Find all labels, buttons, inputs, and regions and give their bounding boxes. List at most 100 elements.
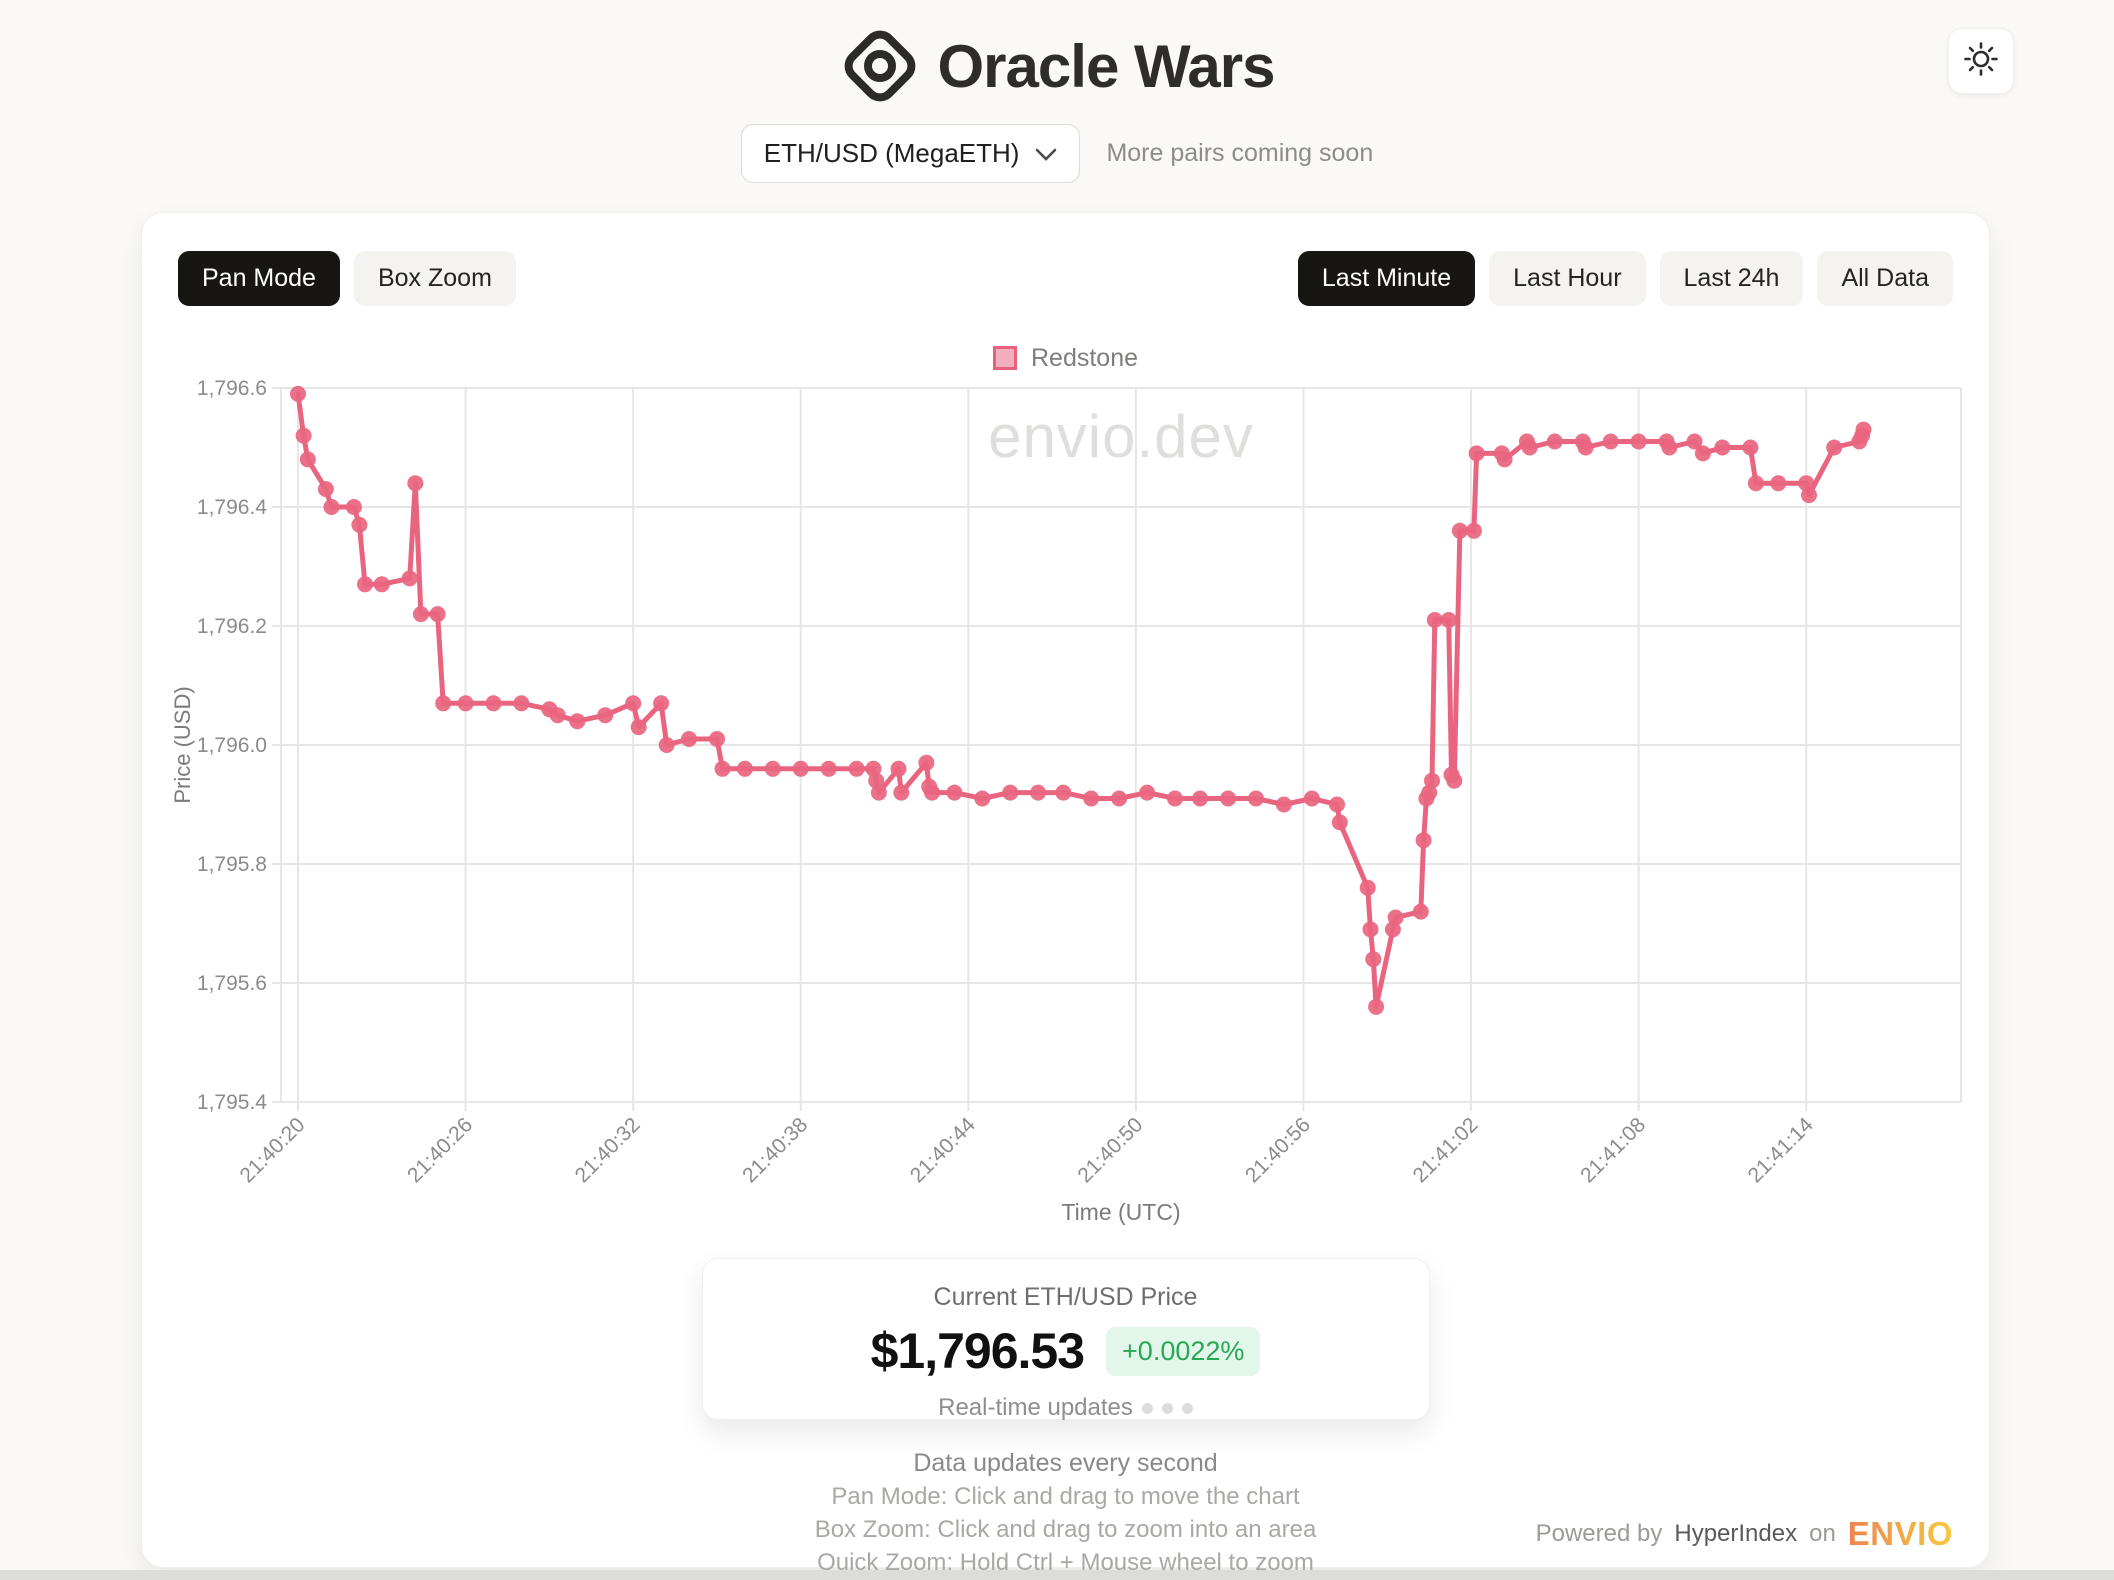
data-point[interactable] <box>681 731 697 747</box>
data-point[interactable] <box>1661 439 1678 456</box>
legend-swatch-redstone[interactable] <box>992 346 1017 370</box>
data-point[interactable] <box>1359 879 1376 896</box>
data-point[interactable] <box>820 760 837 777</box>
box-zoom-button[interactable]: Box Zoom <box>353 251 516 306</box>
data-point[interactable] <box>870 784 887 801</box>
data-point[interactable] <box>290 385 306 402</box>
data-point[interactable] <box>1801 487 1817 504</box>
data-point[interactable] <box>351 516 368 533</box>
data-point[interactable] <box>946 784 963 801</box>
data-point[interactable] <box>714 760 731 777</box>
data-point[interactable] <box>1747 475 1764 492</box>
data-point[interactable] <box>1248 790 1264 807</box>
range-button-all-data[interactable]: All Data <box>1817 251 1953 306</box>
data-point[interactable] <box>1602 433 1619 450</box>
data-point[interactable] <box>1331 814 1348 831</box>
data-point[interactable] <box>412 606 429 623</box>
data-point[interactable] <box>1451 522 1468 539</box>
hyperindex-link[interactable]: HyperIndex <box>1674 1520 1798 1547</box>
data-point[interactable] <box>1426 612 1443 628</box>
data-point[interactable] <box>373 576 390 593</box>
data-point[interactable] <box>1055 784 1072 801</box>
data-point[interactable] <box>485 695 502 712</box>
range-button-last-minute[interactable]: Last Minute <box>1297 251 1476 306</box>
data-point[interactable] <box>1855 421 1872 438</box>
data-point[interactable] <box>890 760 907 777</box>
data-point[interactable] <box>1686 433 1703 450</box>
pan-mode-button[interactable]: Pan Mode <box>178 251 340 306</box>
data-point[interactable] <box>736 760 753 777</box>
data-point[interactable] <box>1384 921 1401 938</box>
data-point[interactable] <box>1446 772 1463 789</box>
data-point[interactable] <box>1742 439 1759 456</box>
data-point[interactable] <box>549 707 566 724</box>
data-point[interactable] <box>625 695 642 712</box>
data-point[interactable] <box>1415 832 1432 849</box>
data-point[interactable] <box>918 754 935 771</box>
data-point[interactable] <box>893 784 910 801</box>
range-button-last-hour[interactable]: Last Hour <box>1489 251 1646 306</box>
data-point[interactable] <box>848 760 865 777</box>
data-point[interactable] <box>317 481 334 498</box>
data-point[interactable] <box>653 695 670 712</box>
data-point[interactable] <box>1521 439 1538 456</box>
data-point[interactable] <box>1496 451 1513 468</box>
data-point[interactable] <box>1694 445 1711 462</box>
data-point[interactable] <box>1329 796 1345 813</box>
data-point[interactable] <box>357 576 373 593</box>
data-point[interactable] <box>1362 921 1379 938</box>
data-point[interactable] <box>401 570 418 587</box>
price-chart[interactable]: 1,796.6 1,796.4 1,796.2 1,796.0 1,795.8 1,795… <box>142 374 1991 1246</box>
data-point[interactable] <box>1111 790 1128 807</box>
data-point[interactable] <box>868 772 885 789</box>
legend-label-redstone[interactable]: Redstone <box>1030 343 1139 372</box>
data-point[interactable] <box>1365 951 1382 968</box>
data-point[interactable] <box>457 695 474 712</box>
data-point[interactable] <box>1387 909 1404 926</box>
data-point[interactable] <box>1714 439 1731 456</box>
data-point[interactable] <box>1465 522 1482 539</box>
data-point[interactable] <box>407 475 424 492</box>
data-point[interactable] <box>658 737 675 753</box>
data-point[interactable] <box>295 427 312 444</box>
pair-select-dropdown[interactable]: ETH/USD (MegaETH) <box>740 123 1081 183</box>
powered-by-label: Powered by <box>1535 1520 1663 1547</box>
data-point[interactable] <box>1303 790 1320 807</box>
envio-logo[interactable]: ENVIO <box>1847 1515 1953 1552</box>
data-point[interactable] <box>435 695 452 712</box>
data-point[interactable] <box>1412 903 1429 920</box>
data-point[interactable] <box>1546 433 1563 450</box>
data-point[interactable] <box>597 707 614 724</box>
data-point[interactable] <box>1424 772 1440 789</box>
powered-by-row: Powered by HyperIndex on ENVIO <box>1536 1515 1953 1553</box>
data-point[interactable] <box>345 499 362 515</box>
data-point[interactable] <box>299 451 316 468</box>
data-point[interactable] <box>569 713 586 730</box>
data-point[interactable] <box>429 606 446 623</box>
data-point[interactable] <box>1030 784 1047 801</box>
data-point[interactable] <box>1468 445 1485 462</box>
data-point[interactable] <box>792 760 809 777</box>
data-point[interactable] <box>1192 790 1209 807</box>
range-button-last-24h[interactable]: Last 24h <box>1659 251 1804 306</box>
data-point[interactable] <box>1220 790 1237 807</box>
data-point[interactable] <box>924 784 940 801</box>
theme-toggle-button[interactable] <box>1948 28 2014 94</box>
data-point[interactable] <box>1275 796 1292 813</box>
data-point[interactable] <box>513 695 530 712</box>
data-point[interactable] <box>1002 784 1019 801</box>
data-point[interactable] <box>1139 784 1156 801</box>
data-point[interactable] <box>323 499 340 515</box>
data-point[interactable] <box>1440 612 1457 628</box>
data-point[interactable] <box>1630 433 1647 450</box>
data-point[interactable] <box>1770 475 1787 492</box>
data-point[interactable] <box>1368 998 1385 1015</box>
data-point[interactable] <box>1826 439 1843 456</box>
data-point[interactable] <box>1083 790 1100 807</box>
data-point[interactable] <box>974 790 991 807</box>
data-point[interactable] <box>709 731 725 747</box>
data-point[interactable] <box>630 719 647 736</box>
data-point[interactable] <box>764 760 781 777</box>
data-point[interactable] <box>1167 790 1183 807</box>
data-point[interactable] <box>1577 439 1594 456</box>
